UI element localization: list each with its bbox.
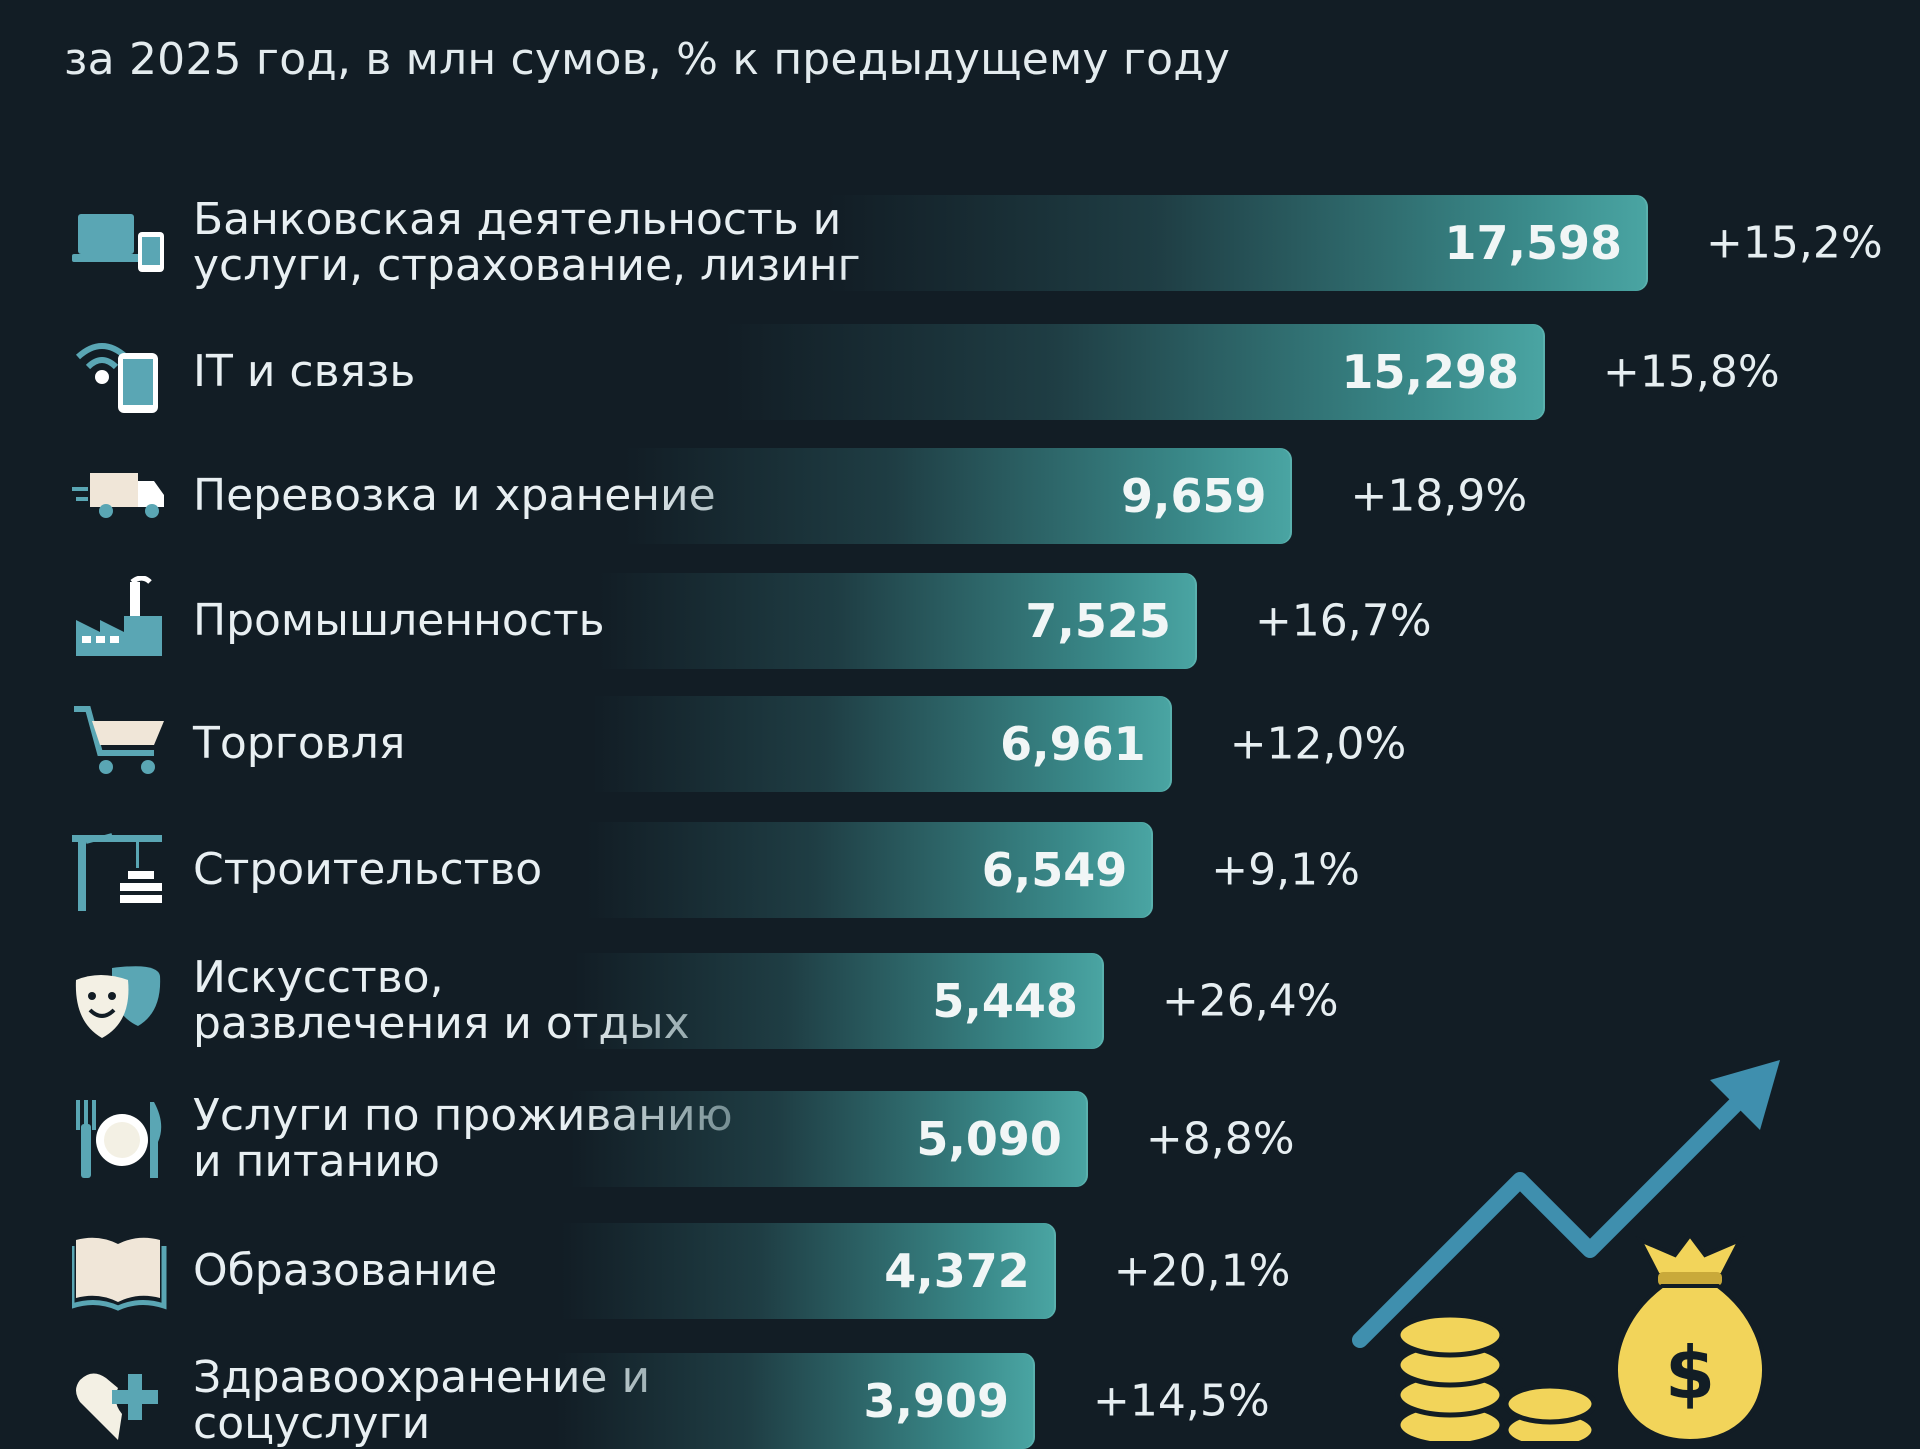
change-percent-label: +26,4% <box>1161 975 1339 1027</box>
bar: 17,598 <box>828 195 1648 291</box>
change-percent-label: +9,1% <box>1211 844 1360 896</box>
rising-arrow-icon <box>1352 1072 1768 1348</box>
bar-value-label: 5,448 <box>932 974 1078 1028</box>
coin-stack-icon <box>1395 1312 1597 1441</box>
category-label: Торговля <box>193 718 406 769</box>
category-label: IT и связь <box>193 346 416 397</box>
money-bag-icon: $ <box>1614 1231 1766 1441</box>
laptop-phone-icon <box>72 214 164 272</box>
growth-money-illustration: $ <box>1352 1060 1780 1441</box>
category-label: Искусство, развлечения и отдых <box>193 952 690 1049</box>
change-percent-label: +15,8% <box>1603 346 1780 398</box>
bar: 5,090 <box>569 1091 1088 1187</box>
category-label: Строительство <box>193 844 543 895</box>
bar: 4,372 <box>561 1223 1056 1319</box>
chart-subtitle: за 2025 год, в млн сумов, % к предыдущем… <box>64 34 1231 85</box>
truck-icon <box>72 473 164 518</box>
factory-icon <box>76 576 162 656</box>
open-book-icon <box>72 1237 167 1311</box>
plate-cutlery-icon <box>76 1100 162 1178</box>
svg-text:$: $ <box>1665 1331 1715 1415</box>
bar-value-label: 6,961 <box>1000 717 1146 771</box>
bar: 15,298 <box>725 324 1545 420</box>
bar: 3,909 <box>555 1353 1036 1449</box>
category-label: Образование <box>193 1245 498 1296</box>
bar-value-label: 5,090 <box>916 1112 1062 1166</box>
bar-value-label: 15,298 <box>1341 345 1519 399</box>
category-label: Банковская деятельность и услуги, страхо… <box>193 194 861 291</box>
bar: 6,549 <box>587 822 1154 918</box>
shopping-cart-icon <box>74 706 164 774</box>
change-percent-label: +18,9% <box>1350 470 1528 522</box>
heart-plus-icon <box>76 1373 158 1440</box>
change-percent-label: +8,8% <box>1145 1113 1295 1165</box>
bar-value-label: 9,659 <box>1120 469 1267 523</box>
bar-value-label: 4,372 <box>884 1244 1030 1298</box>
bar-value-label: 17,598 <box>1444 216 1622 270</box>
change-percent-label: +15,2% <box>1706 217 1883 269</box>
theater-masks-icon <box>75 966 161 1038</box>
bar: 5,448 <box>574 953 1104 1049</box>
change-percent-label: +14,5% <box>1093 1375 1270 1427</box>
crane-icon <box>72 833 162 911</box>
bar: 9,659 <box>624 448 1293 544</box>
change-percent-label: +16,7% <box>1254 595 1432 647</box>
category-label: Промышленность <box>193 595 605 646</box>
bar-value-label: 7,525 <box>1025 594 1171 648</box>
bar: 7,525 <box>599 573 1197 669</box>
category-label: Перевозка и хранение <box>193 470 716 521</box>
change-percent-label: +20,1% <box>1113 1245 1291 1297</box>
change-percent-label: +12,0% <box>1229 718 1407 770</box>
bar-value-label: 3,909 <box>863 1374 1010 1428</box>
bar: 6,961 <box>592 696 1172 792</box>
bar-value-label: 6,549 <box>981 843 1128 897</box>
wifi-phone-icon <box>75 343 158 413</box>
